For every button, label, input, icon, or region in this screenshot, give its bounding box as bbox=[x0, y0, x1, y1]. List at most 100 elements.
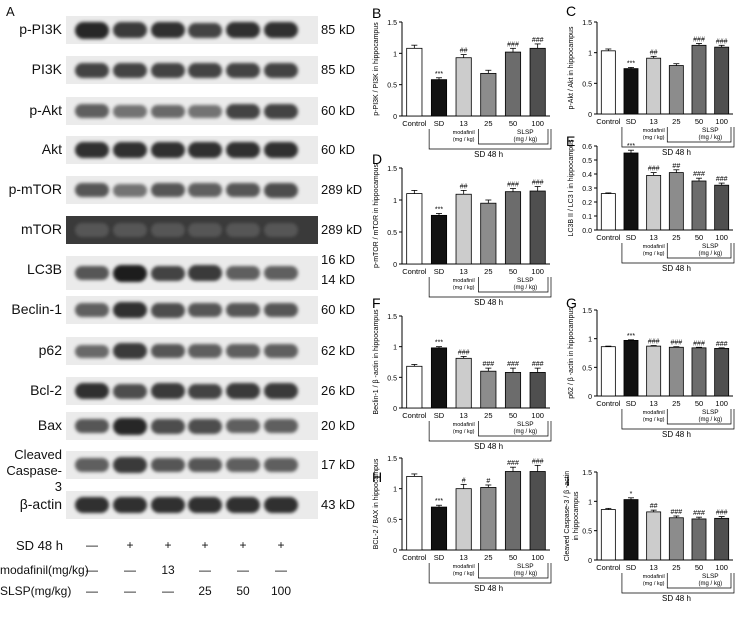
blot-band bbox=[188, 344, 222, 358]
bar bbox=[406, 193, 423, 265]
bar bbox=[714, 46, 730, 115]
blot-kd-label: 85 kD bbox=[321, 62, 355, 77]
blot-band bbox=[151, 266, 185, 281]
chart-g: G 0 0.5 1 1.5 p62 / β -actin in hippocampus Co… bbox=[566, 295, 735, 439]
significance-mark: *** bbox=[435, 71, 443, 78]
significance-mark: *** bbox=[435, 206, 443, 213]
slsp-bracket bbox=[478, 563, 549, 579]
bar bbox=[646, 345, 662, 397]
category-label: 50 bbox=[509, 119, 517, 128]
y-tick-label: 1.5 bbox=[582, 308, 592, 315]
modafinil-label: modafinil bbox=[643, 128, 665, 134]
significance-mark: ## bbox=[460, 183, 468, 190]
slsp-label: SLSP bbox=[702, 243, 719, 250]
panel-letter: B bbox=[372, 5, 381, 21]
condition-value: — bbox=[275, 563, 287, 577]
condition-value: — bbox=[86, 584, 98, 598]
blot-band bbox=[188, 497, 222, 513]
significance-mark: # bbox=[462, 477, 466, 484]
blot-kd-label: 60 kD bbox=[321, 142, 355, 157]
blot-kd-label: 60 kD bbox=[321, 302, 355, 317]
category-label: Control bbox=[596, 399, 621, 408]
significance-mark: ### bbox=[648, 166, 660, 173]
blot-band bbox=[75, 266, 109, 280]
category-label: 25 bbox=[672, 117, 680, 126]
category-label: SD bbox=[626, 233, 637, 242]
category-label: 50 bbox=[509, 267, 517, 276]
category-label: 13 bbox=[649, 117, 657, 126]
blot-band bbox=[151, 223, 185, 237]
blot-label-line: Bax bbox=[37, 417, 62, 433]
significance-mark: ### bbox=[693, 36, 705, 43]
condition-value: — bbox=[237, 563, 249, 577]
y-tick-label: 1 bbox=[393, 51, 397, 58]
blot-band bbox=[188, 458, 222, 472]
blot-band bbox=[113, 105, 147, 118]
blot-band bbox=[226, 142, 260, 158]
blot-label: p62 bbox=[0, 342, 62, 358]
bar bbox=[529, 47, 546, 117]
blot-strip bbox=[66, 377, 318, 405]
slsp-bracket bbox=[478, 129, 549, 145]
blot-band bbox=[151, 105, 185, 118]
modafinil-unit: (mg / kg) bbox=[643, 251, 665, 257]
blot-band bbox=[75, 183, 109, 197]
y-tick-label: 0.5 bbox=[387, 230, 397, 237]
blot-band bbox=[226, 183, 260, 197]
blot-band bbox=[113, 384, 147, 399]
blot-band bbox=[75, 223, 109, 237]
blot-kd-label: 16 kD bbox=[321, 252, 355, 267]
slsp-bracket bbox=[666, 127, 732, 143]
sd-bracket bbox=[621, 243, 735, 264]
sd-label: SD 48 h bbox=[474, 584, 503, 593]
blot-label-line: Cleaved bbox=[14, 447, 62, 462]
condition-value: 50 bbox=[236, 584, 250, 598]
blot-kd-label: 17 kD bbox=[321, 457, 355, 472]
bar bbox=[668, 172, 684, 231]
blot-label: PI3K bbox=[0, 61, 62, 77]
slsp-unit: (mg / kg) bbox=[513, 285, 537, 291]
y-tick-label: 0.0 bbox=[582, 228, 592, 235]
y-tick-label: 0.2 bbox=[582, 200, 592, 207]
condition-value: — bbox=[86, 563, 98, 577]
y-axis-label: p62 / β -actin in hippocampus bbox=[568, 307, 575, 399]
blot-band bbox=[188, 223, 222, 237]
blot-label: p-Akt bbox=[0, 102, 62, 118]
blot-strip bbox=[66, 176, 318, 204]
y-tick-label: 0 bbox=[588, 112, 592, 119]
blot-band bbox=[226, 344, 260, 358]
blot-band bbox=[226, 104, 260, 119]
category-label: 13 bbox=[459, 411, 467, 420]
blot-label-line: Beclin-1 bbox=[11, 301, 62, 317]
y-tick-label: 0.5 bbox=[582, 529, 592, 536]
modafinil-label: modafinil bbox=[643, 244, 665, 250]
blot-kd-label: 62 kD bbox=[321, 343, 355, 358]
bar bbox=[691, 44, 707, 115]
blot-label: p-mTOR bbox=[0, 181, 62, 197]
blot-kd-label: 85 kD bbox=[321, 22, 355, 37]
slsp-unit: (mg / kg) bbox=[698, 417, 722, 423]
blot-band bbox=[264, 383, 298, 399]
slsp-unit: (mg / kg) bbox=[698, 135, 722, 141]
bar bbox=[406, 365, 423, 409]
y-tick-label: 0 bbox=[588, 558, 592, 565]
panel-letter: E bbox=[566, 133, 575, 149]
significance-mark: ### bbox=[458, 349, 470, 356]
bar bbox=[714, 517, 730, 561]
blot-strip bbox=[66, 56, 318, 84]
significance-mark: ### bbox=[532, 361, 544, 368]
significance-mark: ### bbox=[693, 340, 705, 347]
blot-strip bbox=[66, 296, 318, 324]
blot-band bbox=[75, 458, 109, 472]
blot-label-line: β-actin bbox=[19, 496, 62, 512]
sd-bracket bbox=[621, 127, 735, 148]
blot-band bbox=[264, 183, 298, 198]
bar bbox=[480, 370, 497, 409]
blot-strip bbox=[66, 136, 318, 164]
category-label: 13 bbox=[459, 553, 467, 562]
blot-band bbox=[75, 303, 109, 317]
blot-band bbox=[75, 497, 109, 513]
category-label: SD bbox=[434, 119, 445, 128]
blot-label-line: LC3B bbox=[26, 261, 62, 277]
bar bbox=[529, 372, 546, 409]
